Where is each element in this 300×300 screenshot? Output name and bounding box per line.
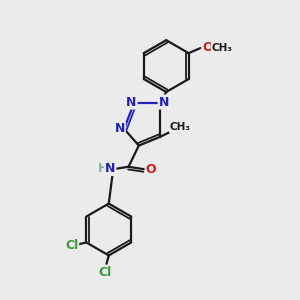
- Text: CH₃: CH₃: [212, 43, 233, 53]
- Text: O: O: [202, 41, 213, 54]
- Text: Cl: Cl: [65, 239, 78, 252]
- Text: H: H: [98, 162, 108, 175]
- Text: N: N: [159, 95, 169, 109]
- Text: Cl: Cl: [99, 266, 112, 279]
- Text: N: N: [126, 95, 136, 109]
- Text: O: O: [146, 163, 157, 176]
- Text: N: N: [105, 162, 116, 175]
- Text: N: N: [115, 122, 125, 135]
- Text: CH₃: CH₃: [170, 122, 191, 132]
